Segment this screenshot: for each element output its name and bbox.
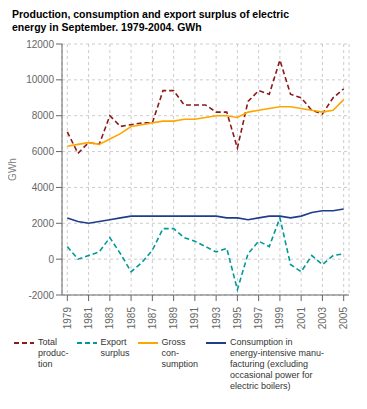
svg-text:GWh: GWh xyxy=(8,158,18,181)
svg-text:1987: 1987 xyxy=(147,307,158,330)
svg-text:1995: 1995 xyxy=(232,307,243,330)
svg-text:1999: 1999 xyxy=(274,307,285,330)
html-text:Gross con- sumption: Gross con- sumption xyxy=(161,337,199,369)
html-text:Export surplus: Export surplus xyxy=(100,337,130,358)
svg-text:2001: 2001 xyxy=(296,307,307,330)
html-text:Total produc- tion: Total produc- tion xyxy=(38,337,69,369)
svg-text:1983: 1983 xyxy=(104,307,115,330)
svg-text:4000: 4000 xyxy=(32,182,55,193)
html-text:Production, consumption and ex: Production, consumption and export surpl… xyxy=(12,8,290,20)
svg-text:1981: 1981 xyxy=(83,307,94,330)
svg-text:1985: 1985 xyxy=(126,307,137,330)
html-text:Consumption in energy-intensiv: Consumption in energy-intensive manu- fa… xyxy=(230,337,325,391)
svg-text:2005: 2005 xyxy=(338,307,349,330)
svg-text:1991: 1991 xyxy=(189,307,200,330)
svg-text:-2000: -2000 xyxy=(28,290,54,301)
svg-text:0: 0 xyxy=(48,254,54,265)
html-text:energy in September. 1979-2004: energy in September. 1979-2004. GWh xyxy=(12,21,202,33)
svg-text:10000: 10000 xyxy=(26,74,54,85)
svg-text:2000: 2000 xyxy=(32,218,55,229)
svg-text:6000: 6000 xyxy=(32,146,55,157)
svg-text:1997: 1997 xyxy=(253,307,264,330)
svg-text:2003: 2003 xyxy=(317,307,328,330)
svg-text:1989: 1989 xyxy=(168,307,179,330)
svg-text:1993: 1993 xyxy=(211,307,222,330)
svg-text:12000: 12000 xyxy=(26,39,54,50)
svg-text:8000: 8000 xyxy=(32,110,55,121)
svg-text:1979: 1979 xyxy=(62,307,73,330)
